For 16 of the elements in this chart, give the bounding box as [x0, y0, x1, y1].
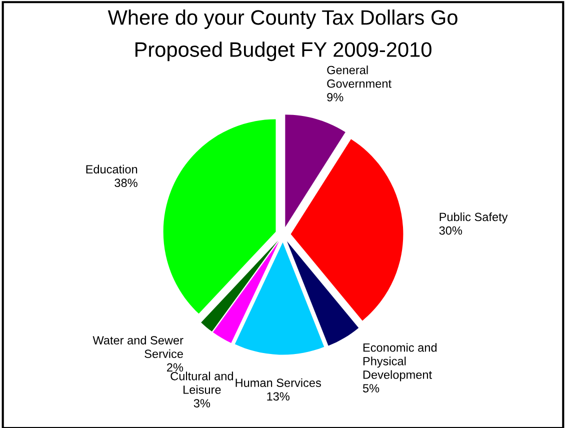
- data-label: 30%: [439, 226, 462, 235]
- chart-title: Where do your County Tax Dollars Go: [108, 10, 458, 29]
- slice-label: General Government: [327, 66, 392, 88]
- data-label: 3%: [194, 399, 210, 408]
- slice-label: Cultural and Leisure: [170, 372, 233, 394]
- slice-label: Human Services: [236, 378, 321, 388]
- data-label: 38%: [114, 178, 138, 188]
- chart-subtitle: Proposed Budget FY 2009-2010: [135, 42, 432, 62]
- data-label: 9%: [327, 93, 344, 102]
- slice-label: Water and Sewer Service: [92, 336, 184, 358]
- slice-label: Public Safety: [440, 212, 508, 224]
- data-label: 5%: [362, 384, 380, 392]
- slice-label: Education: [86, 164, 138, 174]
- slice-label: Economic and Physical Development: [363, 343, 437, 382]
- data-label: 13%: [267, 392, 290, 401]
- data-label: 2%: [167, 363, 184, 372]
